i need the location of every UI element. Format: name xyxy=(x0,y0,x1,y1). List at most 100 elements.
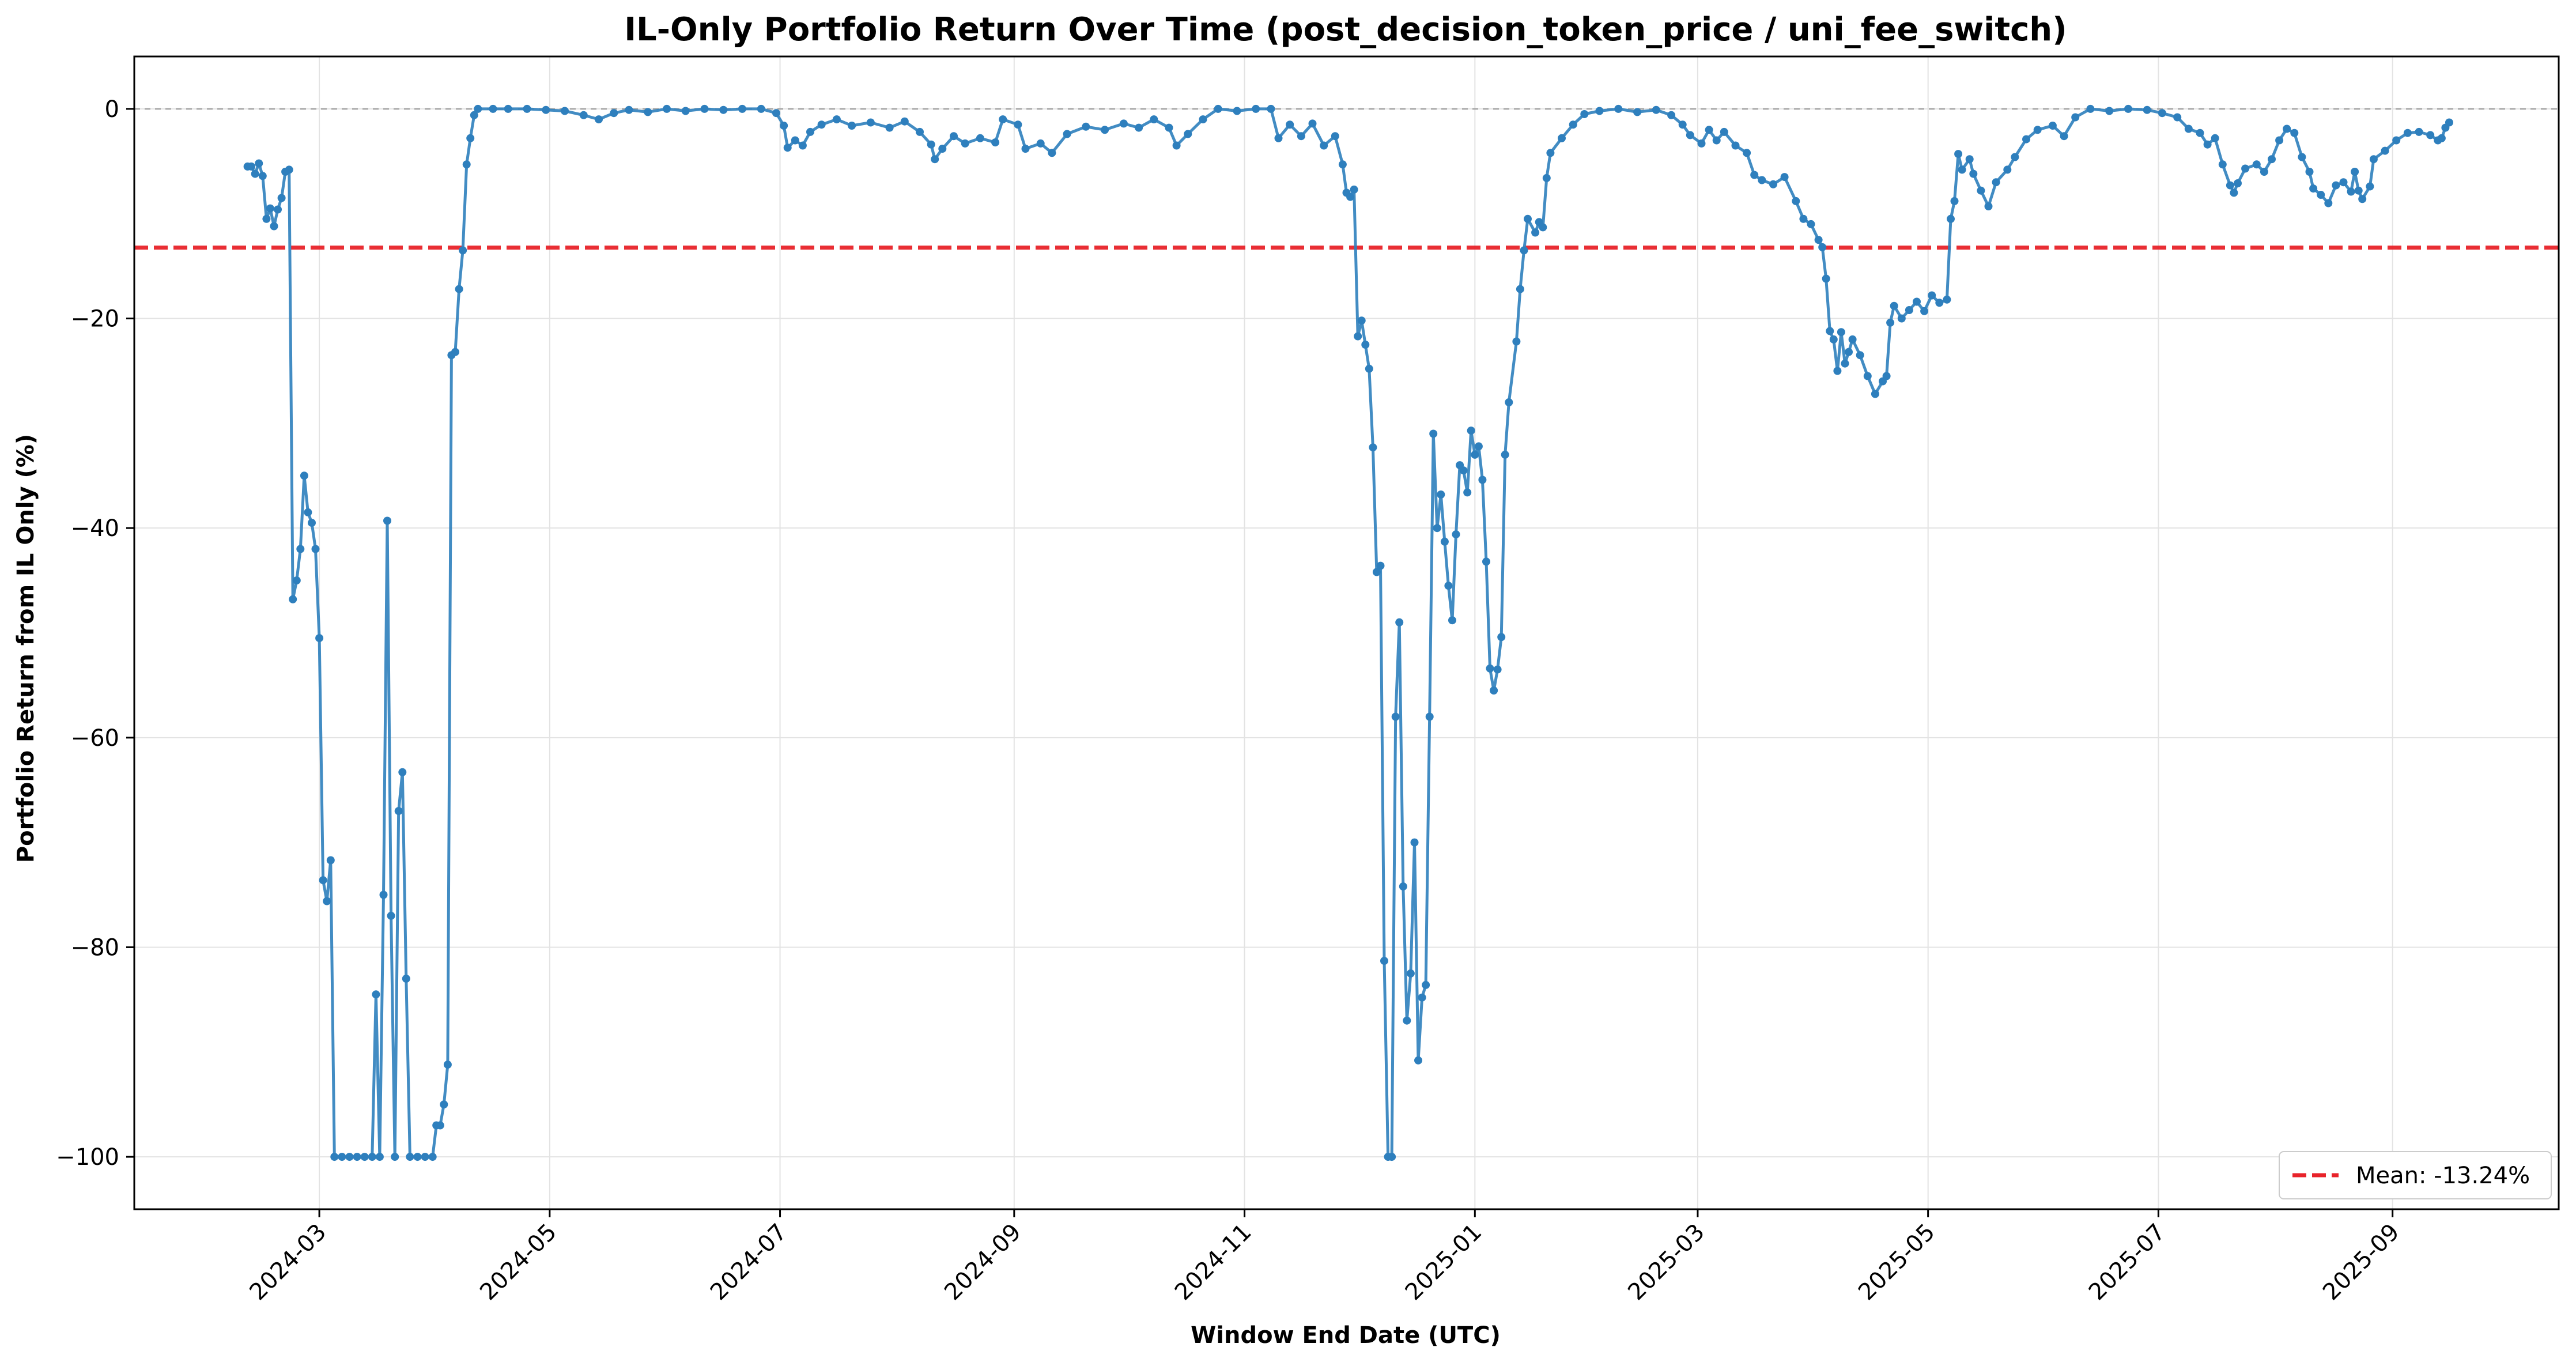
data-point xyxy=(1837,328,1845,337)
data-point xyxy=(1252,104,1260,113)
data-point xyxy=(595,115,603,124)
data-point xyxy=(1524,214,1532,223)
data-point xyxy=(1633,108,1642,116)
data-point xyxy=(961,139,969,148)
data-point xyxy=(1357,316,1366,325)
data-point xyxy=(1425,712,1434,721)
data-point xyxy=(1799,214,1808,223)
data-point xyxy=(1829,335,1838,344)
data-point xyxy=(1331,132,1339,141)
data-point xyxy=(1712,136,1721,145)
data-point xyxy=(1871,390,1879,398)
data-point xyxy=(1036,139,1045,148)
data-point xyxy=(311,545,320,553)
data-point xyxy=(1297,132,1305,141)
data-point xyxy=(1395,618,1404,627)
data-point xyxy=(999,115,1007,124)
data-point xyxy=(1992,178,2000,187)
data-point xyxy=(2105,107,2114,115)
data-point xyxy=(848,122,856,130)
data-point xyxy=(1376,561,1385,570)
data-point xyxy=(326,856,335,865)
legend: Mean: -13.24% xyxy=(2279,1151,2552,1199)
data-point xyxy=(251,169,259,178)
data-point xyxy=(1448,616,1456,625)
data-point xyxy=(832,115,841,124)
data-point xyxy=(466,134,475,142)
data-point xyxy=(1150,115,1158,124)
data-point xyxy=(255,159,263,168)
data-point xyxy=(1350,185,1358,194)
data-point xyxy=(2124,104,2132,113)
data-point xyxy=(1399,882,1407,890)
data-point xyxy=(2071,113,2080,122)
data-point xyxy=(2230,188,2238,197)
data-point xyxy=(1101,126,1109,134)
data-point xyxy=(1818,243,1827,251)
data-point xyxy=(1580,110,1589,118)
data-point xyxy=(1822,274,1830,283)
data-point xyxy=(2260,168,2268,176)
data-point xyxy=(2415,127,2423,136)
data-point xyxy=(1365,364,1373,373)
data-point xyxy=(462,160,471,169)
data-point xyxy=(927,140,935,149)
data-point xyxy=(791,136,799,145)
data-point xyxy=(394,807,403,816)
data-point xyxy=(398,768,407,776)
data-point xyxy=(2234,179,2242,187)
data-point xyxy=(1418,993,1426,1002)
data-point xyxy=(1531,228,1540,237)
data-point xyxy=(1569,120,1577,129)
data-point xyxy=(323,897,331,905)
data-point xyxy=(1969,169,1978,178)
data-point xyxy=(1463,488,1472,497)
data-point xyxy=(1614,104,1623,113)
data-point xyxy=(2275,136,2284,145)
data-point xyxy=(1758,176,1766,184)
data-point xyxy=(1928,291,1936,300)
legend-label-mean: Mean: -13.24% xyxy=(2356,1163,2530,1189)
data-point xyxy=(1743,149,1751,157)
data-point xyxy=(2011,153,2019,161)
data-point xyxy=(719,105,728,114)
data-point xyxy=(1890,301,1898,310)
x-axis-label: Window End Date (UTC) xyxy=(1191,1322,1501,1349)
data-point xyxy=(1403,1016,1411,1025)
data-point xyxy=(817,120,826,129)
data-point xyxy=(1135,123,1143,132)
data-point xyxy=(353,1153,361,1161)
data-point xyxy=(1826,327,1834,335)
data-point xyxy=(1686,131,1694,139)
data-point xyxy=(338,1153,346,1161)
data-point xyxy=(459,246,467,255)
data-point xyxy=(542,105,550,114)
reference-lines xyxy=(134,108,2559,250)
data-point xyxy=(421,1153,429,1161)
data-point xyxy=(308,519,316,527)
y-tick-label: −80 xyxy=(71,934,119,961)
data-point xyxy=(625,105,633,114)
data-point xyxy=(1440,537,1449,546)
y-axis-ticks: 0 −20 −40 −60 −80 −100 xyxy=(56,96,134,1171)
data-point xyxy=(1546,149,1555,157)
data-point xyxy=(289,595,297,603)
data-point xyxy=(1478,476,1487,484)
data-point xyxy=(1380,957,1388,965)
data-point xyxy=(2033,126,2042,134)
data-point xyxy=(1520,246,1528,255)
data-point xyxy=(2184,124,2193,133)
data-point xyxy=(270,222,278,231)
chart-title: IL-Only Portfolio Return Over Time (post… xyxy=(624,11,2067,48)
data-point xyxy=(1388,1153,1396,1161)
data-point xyxy=(379,890,388,899)
data-point xyxy=(2060,132,2068,141)
data-point xyxy=(2226,181,2234,190)
data-point xyxy=(1845,348,1853,356)
data-point xyxy=(1848,335,1857,344)
data-point xyxy=(610,109,618,118)
data-point xyxy=(1750,171,1759,179)
data-point xyxy=(1338,160,1347,169)
data-point xyxy=(1433,524,1441,533)
data-point xyxy=(1814,236,1823,244)
